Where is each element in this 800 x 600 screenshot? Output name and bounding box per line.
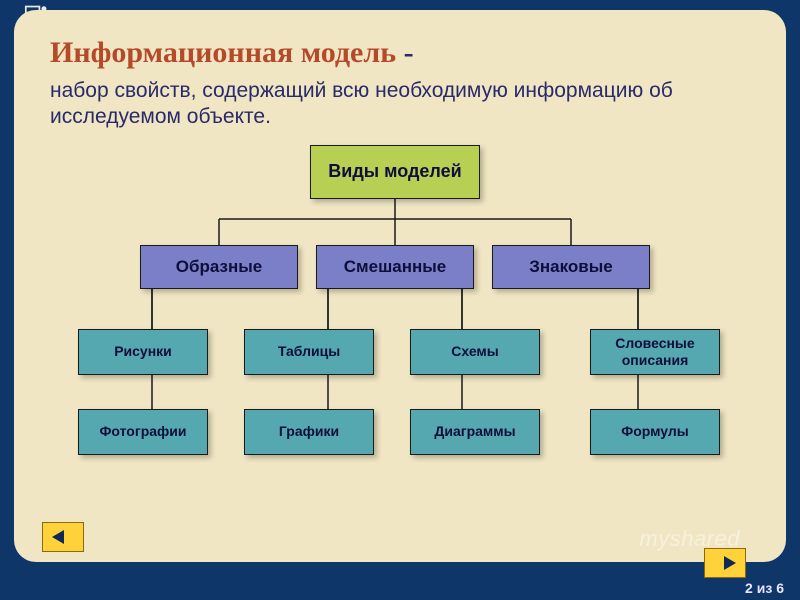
tree-mid-figurative: Образные xyxy=(140,245,298,289)
content-frame: Информационная модель - набор свойств, с… xyxy=(14,10,786,562)
tree-root: Виды моделей xyxy=(310,145,480,199)
page-sep: из xyxy=(753,580,776,596)
tree-leaf-3: Графики xyxy=(244,409,374,455)
tree-leaf-5: Диаграммы xyxy=(410,409,540,455)
tree-leaf-6: Словесные описания xyxy=(590,329,720,375)
title-main: Информационная модель xyxy=(50,36,396,69)
arrow-left-icon xyxy=(50,528,76,546)
page-total: 6 xyxy=(776,580,784,596)
slide-title: Информационная модель - xyxy=(50,36,750,70)
tree-mid-symbolic: Знаковые xyxy=(492,245,650,289)
tree-leaf-4: Схемы xyxy=(410,329,540,375)
tree-leaf-7: Формулы xyxy=(590,409,720,455)
prev-button[interactable] xyxy=(42,522,84,552)
next-button[interactable] xyxy=(704,548,746,578)
tree-leaf-1: Фотографии xyxy=(78,409,208,455)
tree-leaf-0: Рисунки xyxy=(78,329,208,375)
model-types-tree: Виды моделей Образные Смешанные Знаковые Рис… xyxy=(50,145,750,495)
slide-subtitle: набор свойств, содержащий всю необходиму… xyxy=(50,78,750,131)
page-indicator: 2 из 6 xyxy=(745,580,784,596)
title-dash: - xyxy=(396,36,414,69)
tree-leaf-2: Таблицы xyxy=(244,329,374,375)
tree-mid-mixed: Смешанные xyxy=(316,245,474,289)
page-current: 2 xyxy=(745,580,753,596)
arrow-right-icon xyxy=(712,554,738,572)
